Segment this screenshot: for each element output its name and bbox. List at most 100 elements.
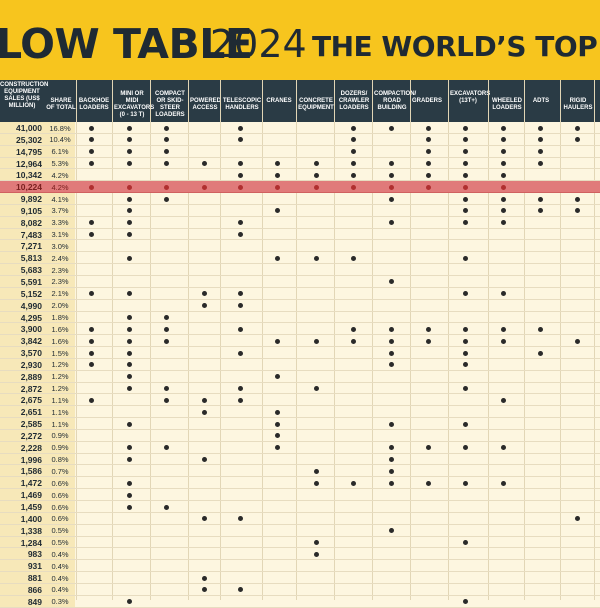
table-row: 5,152 2.1% [0,287,600,300]
category-dot [274,208,280,214]
sales-value: 3,842 [20,336,42,347]
table-row: 4,295 1.8% [0,311,600,324]
category-dot [88,149,94,155]
sales-value: 4,295 [20,312,42,323]
share-value: 2.3% [51,265,69,275]
category-dot [350,125,356,131]
category-dot [388,421,394,427]
sales-value: 931 [27,561,42,572]
category-dot [163,184,169,190]
table-row: 1,586 0.7% [0,465,600,478]
table-row: 12,964 5.3% [0,157,600,170]
column-divider [262,80,263,600]
column-header: GRADERS [412,98,443,104]
category-dot [274,409,280,415]
category-dot [126,492,132,498]
sales-column-shade [0,240,75,252]
sales-column-shade [0,228,75,240]
page-title: LOW TABLE [0,20,253,68]
category-dot [574,338,580,344]
category-dot [126,374,132,380]
sales-column-shade [0,370,75,382]
column-divider [488,80,489,600]
category-dot [126,445,132,451]
table-row: 5,591 2.3% [0,275,600,288]
category-dot [237,350,243,356]
category-dot [462,196,468,202]
category-dot [237,587,243,593]
sales-value: 2,930 [20,359,42,370]
column-divider [150,80,151,600]
category-dot [500,125,506,131]
sales-column-shade [0,299,75,311]
share-value: 0.5% [51,526,69,536]
category-dot [88,232,94,238]
table-row: 2,585 1.1% [0,418,600,430]
column-header: F [596,98,600,105]
share-value: 0.3% [51,597,69,607]
table-row: 2,675 1.1% [0,394,600,407]
sales-value: 5,683 [20,265,42,276]
category-dot [126,149,132,155]
share-value: 0.4% [51,549,69,559]
category-dot [388,362,394,368]
category-dot [350,184,356,190]
category-dot [126,220,132,226]
category-dot [537,161,543,167]
category-dot [462,421,468,427]
sales-value: 7,271 [20,241,42,252]
sales-value: 8,082 [20,217,42,228]
sales-column-shade [0,335,75,347]
category-dot [163,504,169,510]
category-dot [574,196,580,202]
table-row: 2,228 0.9% [0,441,600,454]
column-divider [296,80,297,600]
column-header: ADTS [532,98,550,104]
table-row: 7,483 3.1% [0,228,600,241]
category-dot [274,421,280,427]
sales-value: 10,342 [16,170,42,181]
category-dot [201,516,207,522]
sales-value: 1,472 [20,478,42,489]
category-dot [88,362,94,368]
column-divider [112,80,113,600]
sales-value: 41,000 [16,123,42,133]
category-dot [313,468,319,474]
sales-column-shade [0,169,75,181]
category-dot [313,540,319,546]
category-dot [126,184,132,190]
category-dot [425,149,431,155]
column-divider [410,80,411,600]
sales-value: 866 [27,584,42,595]
category-dot [425,480,431,486]
sales-value: 5,152 [20,288,42,299]
column-divider [220,80,221,600]
column-header: DOZERS/ CRAWLER LOADERS [338,91,370,111]
category-dot [274,172,280,178]
category-dot [388,468,394,474]
category-dot [237,161,243,167]
sales-value: 2,651 [20,407,42,418]
category-dot [388,161,394,167]
category-dot [313,184,319,190]
category-dot [462,184,468,190]
column-header: TELESCOPIC HANDLERS [222,98,262,111]
category-dot [537,149,543,155]
sales-column-shade [0,204,75,216]
table-row: 5,683 2.3% [0,264,600,276]
category-dot [500,291,506,297]
category-dot [88,220,94,226]
sales-column-shade [0,429,75,441]
category-dot [462,362,468,368]
share-value: 0.7% [51,466,69,476]
sales-column-shade [0,275,75,287]
table-row: 9,892 4.1% [0,193,600,205]
category-dot [500,338,506,344]
sales-column-shade [0,489,75,500]
category-dot [237,291,243,297]
category-dot [388,125,394,131]
category-dot [88,125,94,131]
category-dot [126,125,132,131]
category-dot [462,350,468,356]
table-row: 41,000 16.8% [0,122,600,134]
